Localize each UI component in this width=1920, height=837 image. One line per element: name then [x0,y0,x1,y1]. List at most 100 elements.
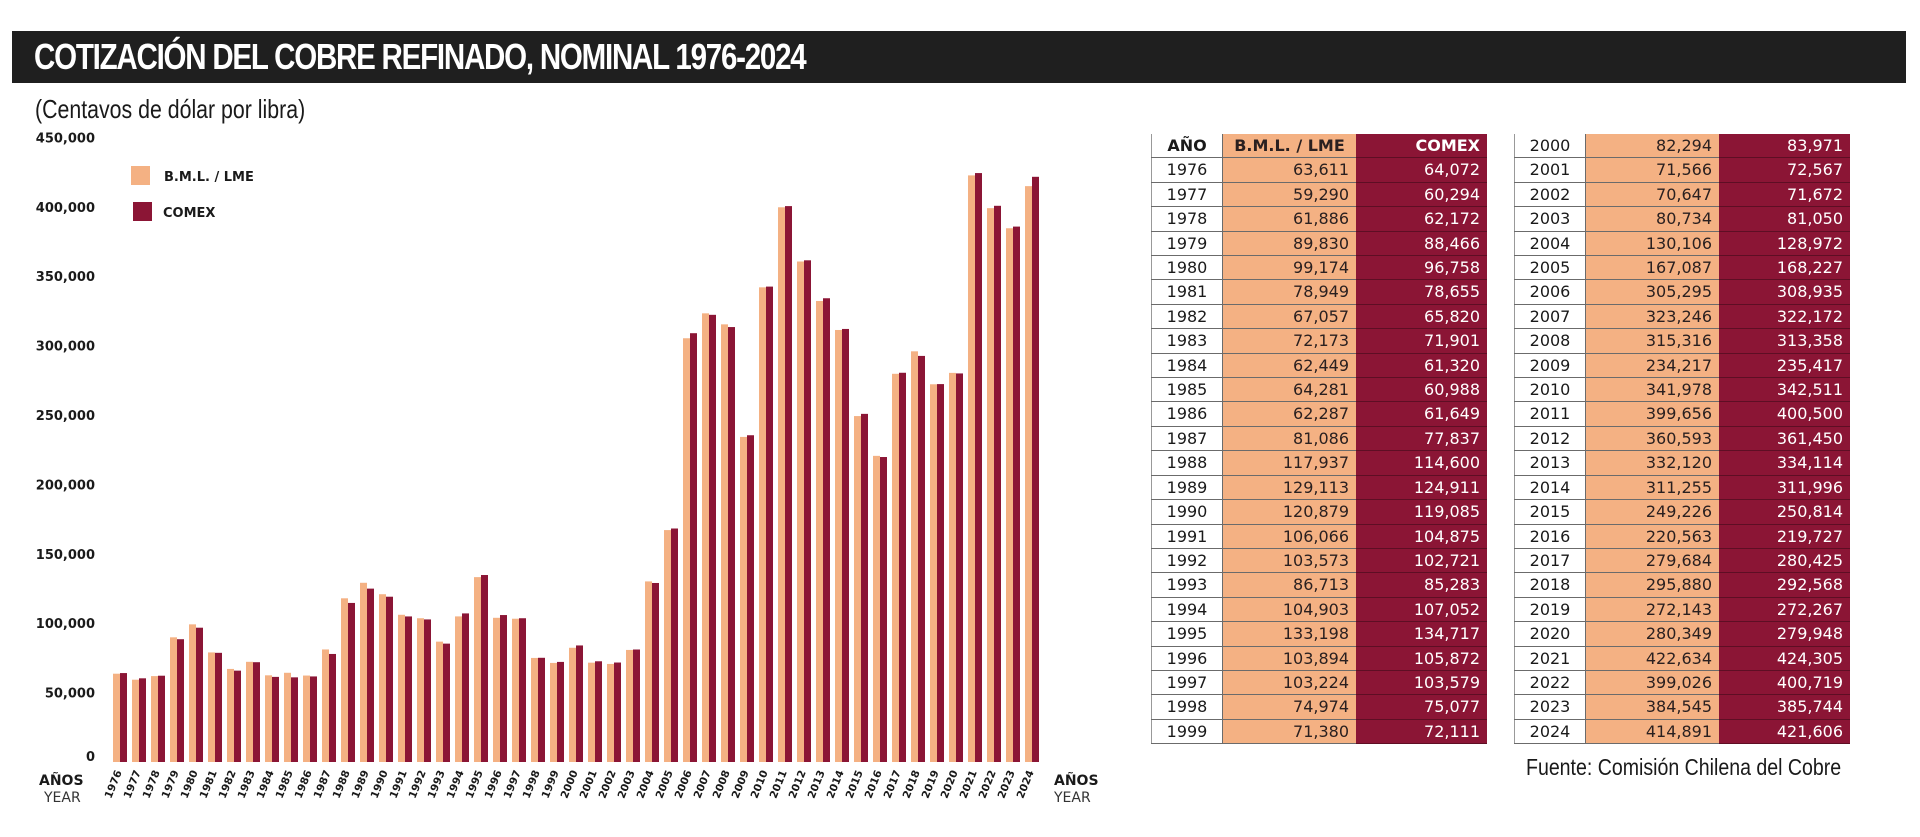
cell-comex: 102,721 [1356,548,1487,574]
cell-year: 2003 [1514,206,1586,232]
cell-lme: 399,656 [1585,401,1719,427]
cell-comex: 60,988 [1356,377,1487,403]
bar-comex [348,602,355,762]
cell-comex: 361,450 [1719,426,1850,452]
bar-lme [968,175,975,762]
y-tick-label: 450,000 [36,131,95,146]
table-row: 2008 315,316 313,358 [1514,328,1850,354]
cell-comex: 342,511 [1719,377,1850,403]
table-header-row: AÑO B.M.L. / LME COMEX [1151,134,1487,159]
bar-lme [588,662,595,762]
cell-comex: 65,820 [1356,304,1487,330]
bar-comex [690,333,697,762]
legend-swatch-comex [133,202,152,221]
bar-lme [664,530,671,762]
cell-comex: 400,719 [1719,670,1850,696]
cell-lme: 315,316 [1585,328,1719,354]
cell-lme: 341,978 [1585,377,1719,403]
table-row: 1979 89,830 88,466 [1151,231,1487,257]
y-tick-label: 50,000 [45,687,95,702]
cell-year: 2002 [1514,182,1586,208]
table-row: 2005 167,087 168,227 [1514,255,1850,281]
bar-comex [462,613,469,762]
legend-swatch-lme [131,166,150,185]
cell-lme: 360,593 [1585,426,1719,452]
cell-comex: 61,320 [1356,353,1487,379]
table-row: 1987 81,086 77,837 [1151,426,1487,452]
bar-comex [329,653,336,762]
cell-year: 2009 [1514,353,1586,379]
cell-year: 1980 [1151,255,1223,281]
bar-lme [265,675,272,762]
cell-lme: 120,879 [1222,499,1356,525]
cell-lme: 89,830 [1222,231,1356,257]
bar-comex [196,627,203,762]
table-row: 2007 323,246 322,172 [1514,304,1850,330]
cell-year: 2016 [1514,524,1586,549]
cell-lme: 81,086 [1222,426,1356,452]
bar-chart: 0 50,000 100,000 150,000 200,000 250,000 300,0… [36,131,1099,806]
bar-lme [417,618,424,762]
cell-comex: 62,172 [1356,206,1487,232]
table-row: 1984 62,449 61,320 [1151,353,1487,379]
table-row: 1997 103,224 103,579 [1151,670,1487,696]
table-row: 1994 104,903 107,052 [1151,597,1487,623]
cell-year: 2004 [1514,231,1586,257]
cell-comex: 322,172 [1719,304,1850,330]
bar-comex [994,205,1001,763]
bar-lme [873,455,880,762]
table-row: 2004 130,106 128,972 [1514,231,1850,257]
table-row: 1983 72,173 71,901 [1151,328,1487,354]
cell-comex: 88,466 [1356,231,1487,257]
bar-lme [987,208,994,762]
cell-comex: 313,358 [1719,328,1850,354]
cell-comex: 168,227 [1719,255,1850,281]
cell-year: 2010 [1514,377,1586,403]
table-row: 2024 414,891 421,606 [1514,719,1850,745]
table-row: 2023 384,545 385,744 [1514,694,1850,720]
y-tick-label: 400,000 [36,201,95,216]
bar-comex [120,673,127,762]
table-row: 2012 360,593 361,450 [1514,426,1850,452]
bar-comex [1032,176,1039,763]
cell-year: 1977 [1151,182,1223,208]
bar-lme [645,581,652,762]
cell-year: 2011 [1514,401,1586,427]
cell-comex: 83,971 [1719,134,1850,159]
bar-comex [937,384,944,762]
bar-comex [652,582,659,762]
table-row: 2000 82,294 83,971 [1514,134,1850,159]
cell-year: 1992 [1151,548,1223,574]
bar-lme [151,676,158,762]
cell-comex: 77,837 [1356,426,1487,452]
bar-comex [557,661,564,762]
bar-lme [341,598,348,762]
table-row: 1980 99,174 96,758 [1151,255,1487,281]
bar-comex [576,645,583,762]
bar-comex [424,619,431,762]
cell-lme: 130,106 [1585,231,1719,257]
bar-comex [804,260,811,762]
cell-lme: 61,886 [1222,206,1356,232]
bar-comex [899,372,906,762]
cell-year: 2008 [1514,328,1586,354]
cell-comex: 385,744 [1719,694,1850,720]
cell-comex: 134,717 [1356,621,1487,647]
cell-comex: 280,425 [1719,548,1850,574]
table-row: 1992 103,573 102,721 [1151,548,1487,574]
legend-label-lme: B.M.L. / LME [164,170,254,185]
bar-comex [975,173,982,762]
bar-lme [721,324,728,762]
bar-comex [538,657,545,762]
cell-year: 2017 [1514,548,1586,574]
bar-comex [747,435,754,762]
bar-lme [550,662,557,762]
table-row: 2013 332,120 334,114 [1514,450,1850,476]
cell-comex: 71,672 [1719,182,1850,208]
table-row: 2006 305,295 308,935 [1514,279,1850,305]
cell-lme: 62,449 [1222,353,1356,379]
bar-lme [740,436,747,762]
bar-lme [303,675,310,762]
cell-comex: 272,267 [1719,597,1850,623]
bar-comex [785,206,792,762]
